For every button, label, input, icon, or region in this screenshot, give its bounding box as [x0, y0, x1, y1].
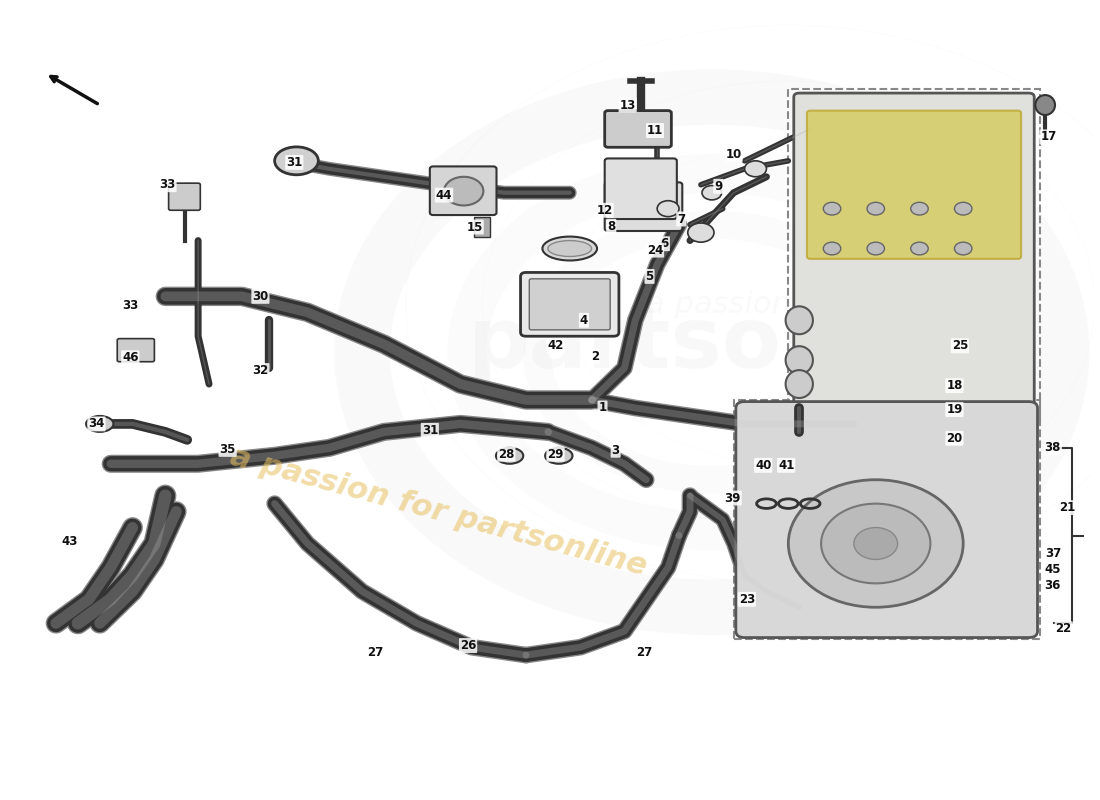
- Text: 23: 23: [739, 593, 755, 606]
- Circle shape: [821, 504, 931, 583]
- Text: 13: 13: [619, 98, 636, 111]
- Text: 35: 35: [219, 443, 235, 456]
- Text: 44: 44: [436, 189, 452, 202]
- Text: 21: 21: [1059, 501, 1075, 514]
- Ellipse shape: [785, 346, 813, 374]
- Text: 26: 26: [460, 639, 476, 652]
- Text: a passion for partsonline: a passion for partsonline: [227, 442, 650, 582]
- Text: 11: 11: [647, 124, 663, 137]
- FancyBboxPatch shape: [168, 183, 200, 210]
- Ellipse shape: [785, 306, 813, 334]
- Text: 7: 7: [678, 213, 685, 226]
- Text: 38: 38: [1045, 442, 1062, 454]
- Circle shape: [823, 242, 840, 255]
- Ellipse shape: [546, 448, 572, 464]
- Text: 32: 32: [252, 364, 268, 377]
- Text: 15: 15: [466, 221, 483, 234]
- FancyBboxPatch shape: [605, 182, 682, 231]
- FancyBboxPatch shape: [529, 279, 611, 330]
- Text: 27: 27: [367, 646, 383, 659]
- Text: 33: 33: [122, 299, 139, 313]
- Text: 24: 24: [647, 244, 663, 257]
- Ellipse shape: [542, 237, 597, 261]
- Text: 10: 10: [726, 148, 741, 161]
- Text: 6: 6: [661, 238, 669, 250]
- Text: 40: 40: [755, 459, 771, 472]
- Circle shape: [657, 201, 679, 217]
- Circle shape: [854, 527, 898, 559]
- FancyBboxPatch shape: [736, 402, 1037, 638]
- FancyBboxPatch shape: [605, 158, 676, 219]
- Text: 41: 41: [778, 459, 794, 472]
- Text: 25: 25: [952, 339, 968, 352]
- Text: 33: 33: [160, 178, 176, 191]
- Text: 17: 17: [1041, 130, 1057, 143]
- Circle shape: [789, 480, 964, 607]
- Text: 29: 29: [548, 448, 563, 461]
- Text: 9: 9: [714, 180, 723, 193]
- Text: 43: 43: [60, 535, 77, 549]
- Ellipse shape: [1035, 95, 1055, 115]
- Ellipse shape: [548, 241, 592, 257]
- Circle shape: [867, 202, 884, 215]
- FancyBboxPatch shape: [807, 110, 1021, 259]
- Circle shape: [911, 202, 928, 215]
- Circle shape: [702, 186, 722, 200]
- Text: 8: 8: [607, 220, 615, 233]
- FancyBboxPatch shape: [794, 93, 1034, 420]
- FancyBboxPatch shape: [520, 273, 619, 336]
- Text: 3: 3: [612, 444, 619, 457]
- Circle shape: [955, 242, 972, 255]
- Circle shape: [911, 242, 928, 255]
- Text: 18: 18: [946, 379, 962, 392]
- Text: 22: 22: [1056, 622, 1071, 635]
- Bar: [789, 89, 1040, 424]
- Text: 31: 31: [286, 156, 302, 169]
- Text: 30: 30: [252, 290, 268, 303]
- Text: 36: 36: [1045, 579, 1062, 592]
- Text: 45: 45: [1045, 562, 1062, 575]
- Text: 20: 20: [946, 432, 962, 445]
- Text: 34: 34: [88, 418, 104, 430]
- Circle shape: [688, 223, 714, 242]
- Text: a passion for: a passion for: [647, 290, 843, 319]
- Text: 42: 42: [548, 339, 563, 352]
- Ellipse shape: [86, 416, 113, 432]
- Ellipse shape: [275, 147, 318, 174]
- Bar: [734, 400, 1040, 639]
- FancyBboxPatch shape: [605, 110, 671, 147]
- Text: 37: 37: [1045, 546, 1060, 559]
- Circle shape: [823, 202, 840, 215]
- Text: partsonline: partsonline: [468, 302, 1022, 386]
- Bar: [473, 217, 490, 237]
- Circle shape: [745, 161, 767, 177]
- Text: 1: 1: [598, 402, 606, 414]
- Circle shape: [955, 202, 972, 215]
- Text: 12: 12: [596, 204, 613, 217]
- Text: 5: 5: [646, 270, 653, 283]
- Text: 46: 46: [122, 351, 139, 364]
- Text: 28: 28: [498, 448, 515, 461]
- Ellipse shape: [496, 448, 524, 464]
- Circle shape: [444, 177, 483, 206]
- Text: 31: 31: [421, 424, 438, 437]
- Text: 19: 19: [946, 403, 962, 416]
- Text: 2: 2: [591, 350, 598, 362]
- Circle shape: [867, 242, 884, 255]
- Ellipse shape: [785, 370, 813, 398]
- FancyBboxPatch shape: [118, 338, 154, 362]
- Text: 4: 4: [580, 314, 588, 326]
- Text: 39: 39: [725, 491, 740, 505]
- Text: 27: 27: [636, 646, 652, 659]
- FancyBboxPatch shape: [430, 166, 496, 215]
